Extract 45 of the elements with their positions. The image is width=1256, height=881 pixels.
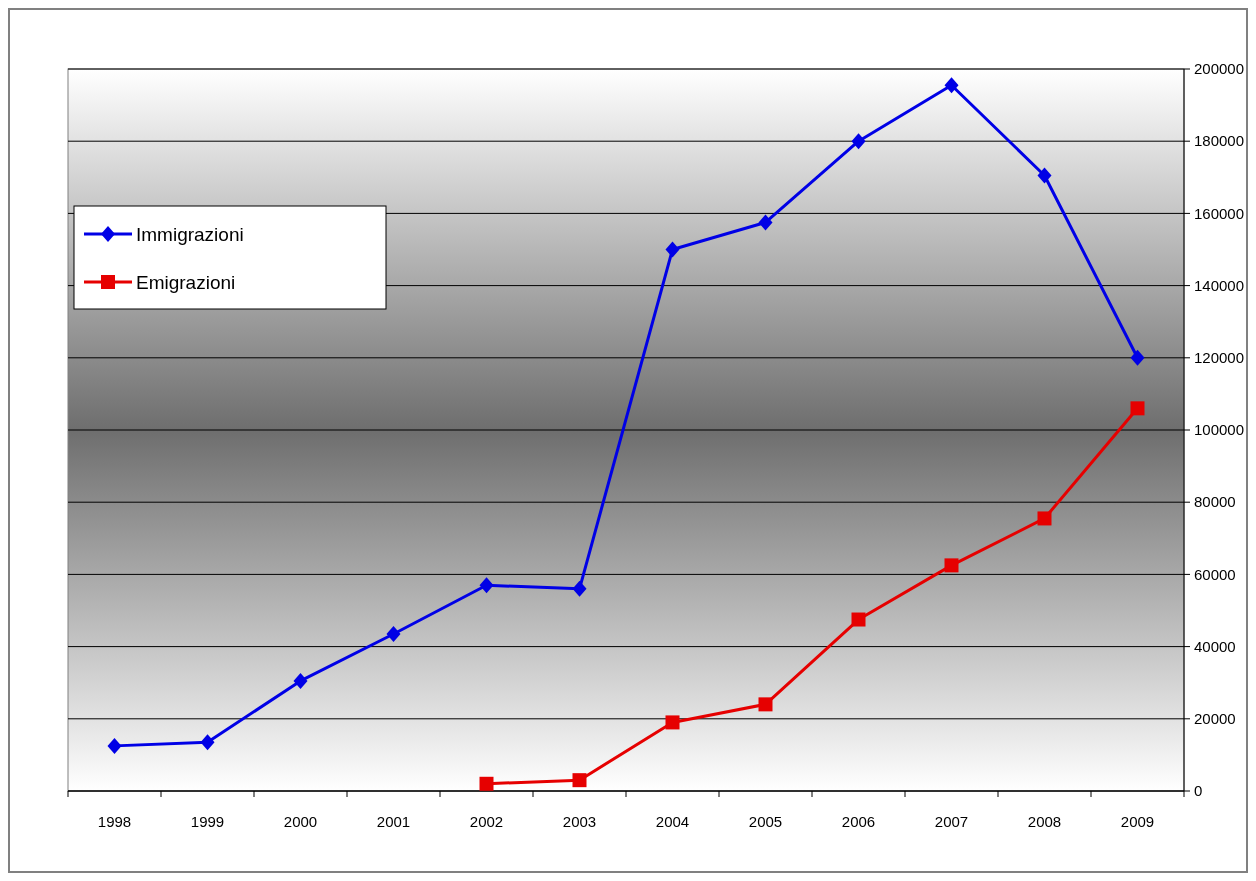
point <box>479 577 494 594</box>
x-tick-label: 2006 <box>841 813 876 830</box>
y-tick-label: 40000 <box>1194 637 1236 655</box>
point <box>1037 511 1052 526</box>
y-tick-label: 60000 <box>1194 565 1236 583</box>
point <box>200 734 215 751</box>
x-tick-label: 2007 <box>934 813 969 830</box>
point <box>293 672 308 689</box>
point <box>665 241 680 258</box>
point <box>386 625 401 642</box>
y-tick-label: 180000 <box>1194 132 1245 150</box>
x-tick-label: 1998 <box>97 813 132 830</box>
point <box>572 580 587 597</box>
legend-label: Immigrazioni <box>136 223 244 245</box>
y-tick-label: 140000 <box>1194 276 1245 294</box>
y-tick-label: 120000 <box>1194 349 1245 367</box>
point <box>1037 167 1052 184</box>
point <box>572 773 587 788</box>
x-tick-label: 2004 <box>655 813 690 830</box>
y-tick-label: 0 <box>1194 782 1203 800</box>
point <box>851 612 866 627</box>
y-tick-label: 160000 <box>1194 204 1245 222</box>
y-tick-label: 200000 <box>1194 60 1245 78</box>
x-tick-label: 2000 <box>283 813 318 830</box>
x-tick-label: 2003 <box>562 813 597 830</box>
x-tick-label: 2009 <box>1120 813 1155 830</box>
point <box>944 558 959 573</box>
x-tick-label: 1999 <box>190 813 225 830</box>
point <box>944 77 959 94</box>
x-tick-label: 2001 <box>376 813 411 830</box>
x-tick-label: 2002 <box>469 813 504 830</box>
x-tick-label: 2005 <box>748 813 783 830</box>
point <box>758 214 773 231</box>
point <box>758 697 773 712</box>
y-tick-label: 100000 <box>1194 421 1245 439</box>
legend-label: Emigrazioni <box>136 271 236 293</box>
point <box>851 133 866 150</box>
y-tick-label: 20000 <box>1194 710 1236 728</box>
point <box>665 715 680 730</box>
x-tick-label: 2008 <box>1027 813 1062 830</box>
point <box>1130 349 1145 366</box>
y-tick-label: 80000 <box>1194 493 1236 511</box>
point <box>107 737 122 754</box>
point <box>1130 401 1145 416</box>
point <box>479 776 494 791</box>
